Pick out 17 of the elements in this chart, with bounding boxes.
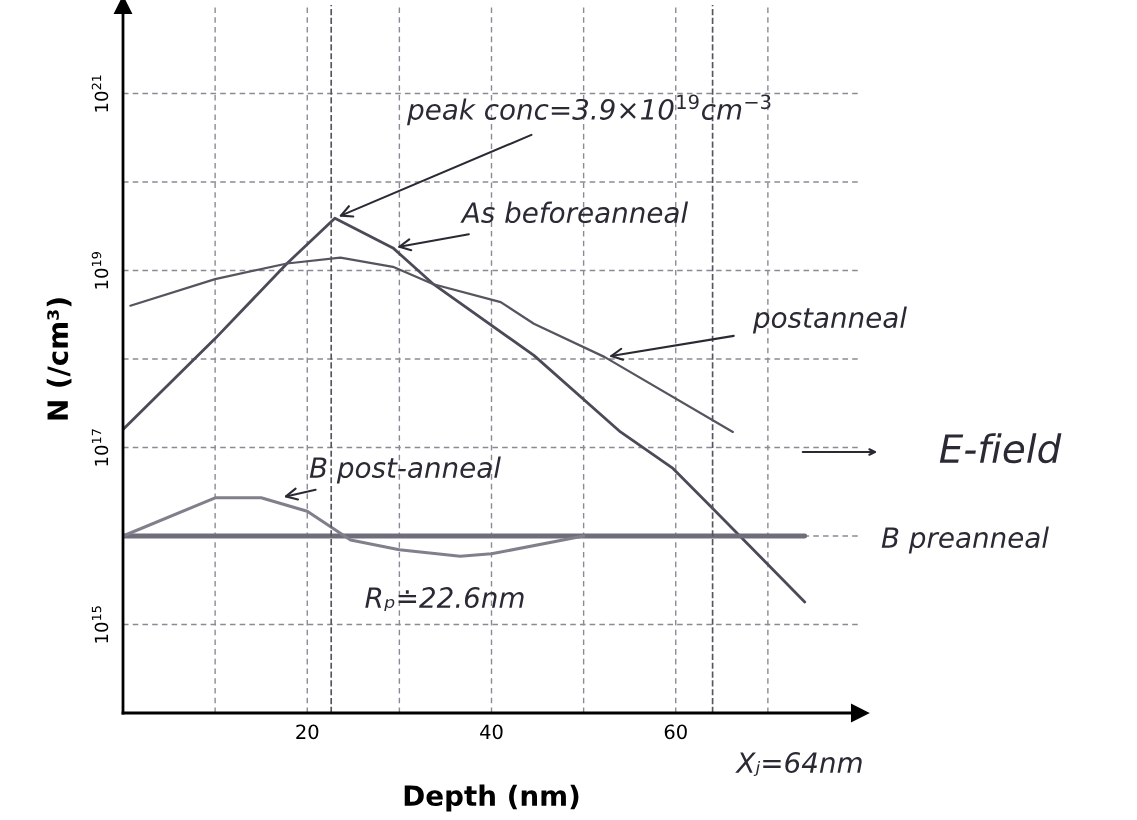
y-tick-label: 10$^{17}$ [91, 429, 109, 466]
x-tick-label: 20 [296, 724, 319, 740]
annotation: B preanneal [881, 526, 1049, 554]
ref-line-label: Rₚ≐22.6nm [365, 587, 524, 612]
annotation: postanneal [752, 306, 907, 334]
x-tick-label: 60 [664, 724, 687, 740]
annotation: As beforeanneal [460, 201, 689, 224]
y-tick-label: 10$^{21}$ [91, 75, 109, 112]
y-tick-label: 10$^{19}$ [91, 252, 109, 289]
text: E-field [939, 433, 1062, 464]
annotation: B post-anneal [309, 456, 501, 484]
x-axis-title: Depth (nm) [404, 784, 579, 812]
ref-line-label: Xⱼ=64nm [735, 752, 862, 777]
x-tick-label: 40 [480, 724, 503, 740]
annotation: peak conc=3.9×10$^{19}$cm$^{−3}$ [407, 94, 771, 126]
y-axis-title: N (/cm³) [46, 298, 72, 420]
y-tick-label: 10$^{15}$ [91, 606, 109, 643]
